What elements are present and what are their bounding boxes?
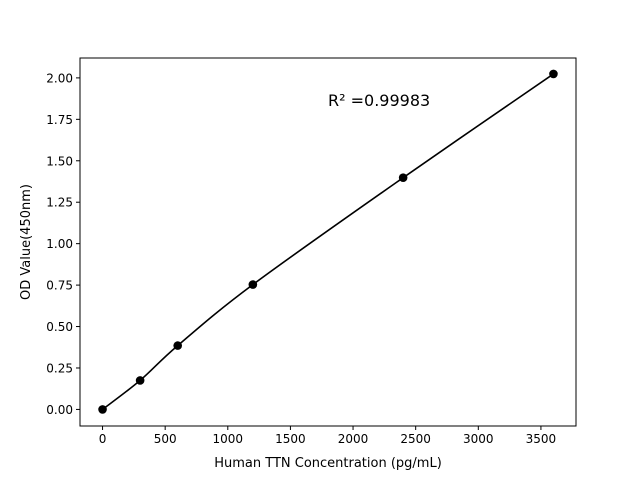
- y-tick-label: 0.25: [46, 361, 73, 375]
- x-axis-label: Human TTN Concentration (pg/mL): [214, 456, 442, 471]
- x-tick-label: 2500: [400, 432, 431, 446]
- y-tick-label: 0.50: [46, 320, 73, 334]
- data-point: [549, 69, 558, 79]
- x-tick-label: 0: [99, 432, 107, 446]
- x-tick-label: 3000: [463, 432, 494, 446]
- x-tick-label: 500: [154, 432, 177, 446]
- y-tick-label: 0.75: [46, 279, 73, 293]
- x-tick-label: 2000: [338, 432, 369, 446]
- y-tick-label: 1.50: [46, 154, 73, 168]
- y-tick-label: 0.00: [46, 403, 73, 417]
- x-tick-label: 1500: [275, 432, 306, 446]
- x-tick-label: 3500: [526, 432, 557, 446]
- data-point: [98, 405, 107, 414]
- y-tick-label: 1.75: [46, 113, 73, 127]
- y-axis-label: OD Value(450nm): [19, 184, 34, 300]
- data-point: [173, 341, 182, 350]
- r-squared-annotation: R² =0.99983: [328, 91, 430, 110]
- data-point: [135, 376, 145, 385]
- fit-curve: [102, 73, 554, 411]
- y-tick-label: 2.00: [46, 71, 73, 85]
- y-tick-label: 1.25: [46, 196, 73, 210]
- plot-frame: [79, 57, 577, 427]
- x-tick-label: 1000: [213, 432, 244, 446]
- y-tick-label: 1.00: [46, 237, 73, 251]
- data-point: [398, 173, 408, 182]
- data-point: [248, 280, 258, 289]
